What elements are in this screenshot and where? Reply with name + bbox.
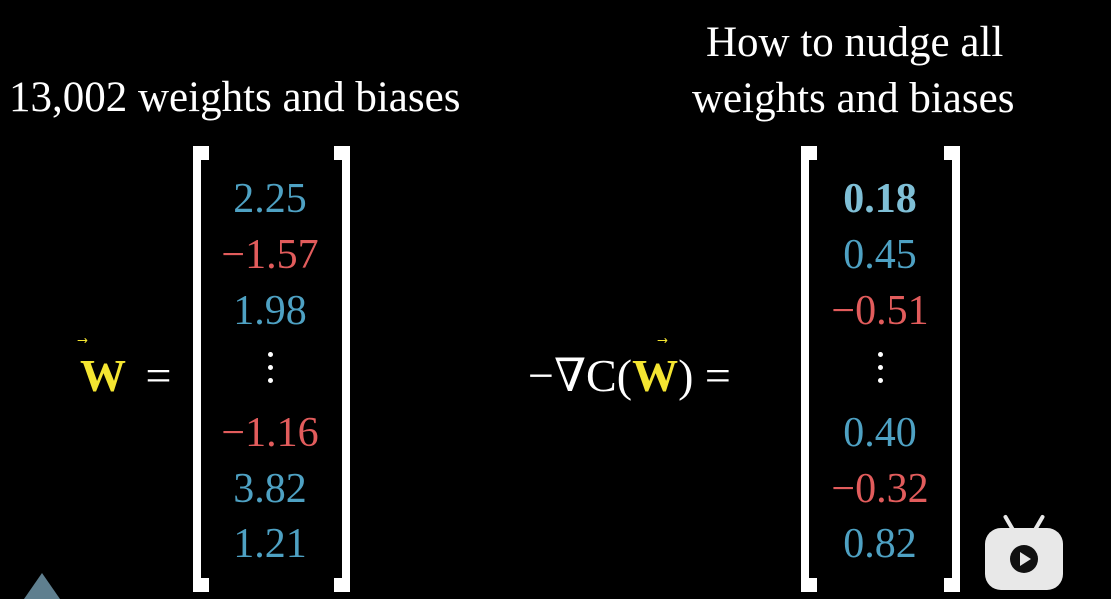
right-vector-entries: 0.18 0.45 −0.51 0.40 −0.32 0.82 — [812, 0, 948, 597]
left-entry-4: −1.16 — [221, 410, 319, 456]
left-vector-entries: 2.25 −1.57 1.98 −1.16 3.82 1.21 — [205, 0, 335, 597]
right-entry-6: 0.82 — [843, 521, 917, 567]
left-title: 13,002 weights and biases — [9, 74, 461, 121]
right-vector-close-bracket — [944, 146, 960, 592]
left-entry-6: 1.21 — [233, 521, 307, 567]
right-entry-3: −0.51 — [831, 288, 929, 334]
left-vertical-ellipsis — [267, 352, 273, 391]
left-entry-5: 3.82 — [233, 466, 307, 512]
play-button[interactable] — [985, 528, 1063, 590]
negative-gradient-prefix: −∇C( — [528, 350, 633, 401]
play-icon — [1010, 545, 1038, 573]
right-vector-open-bracket — [801, 146, 817, 592]
left-equals-sign: = — [145, 350, 172, 401]
left-entry-1: 2.25 — [233, 176, 307, 222]
right-entry-4: 0.40 — [843, 410, 917, 456]
right-entry-1: 0.18 — [843, 176, 917, 222]
right-vertical-ellipsis — [877, 352, 883, 391]
right-title-line2: weights and biases — [692, 75, 1015, 122]
triangle-icon — [24, 573, 60, 599]
right-entry-5: −0.32 — [831, 466, 929, 512]
left-entry-3: 1.98 — [233, 288, 307, 334]
right-entry-2: 0.45 — [843, 232, 917, 278]
left-entry-2: −1.57 — [221, 232, 319, 278]
gradient-vector-symbol: W — [632, 350, 679, 401]
left-vector-open-bracket — [193, 146, 209, 592]
left-vector-close-bracket — [334, 146, 350, 592]
right-title-line1: How to nudge all — [706, 19, 1004, 66]
right-equation-label: −∇C(W) = — [528, 353, 731, 399]
weights-vector-symbol: W — [80, 350, 126, 401]
left-equation-label: W = — [80, 353, 171, 399]
gradient-suffix: ) = — [678, 350, 731, 401]
